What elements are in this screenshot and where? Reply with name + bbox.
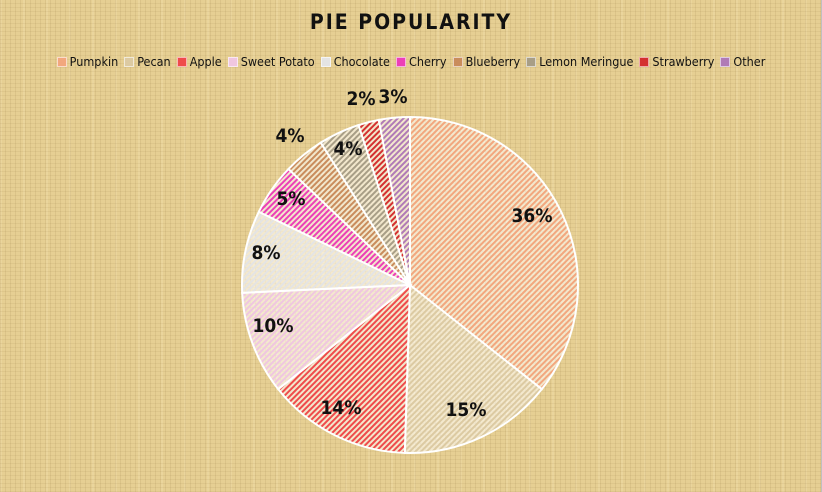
legend-item-blueberry: Blueberry [452,54,521,69]
legend-item-cherry: Cherry [395,54,447,69]
legend-item-lemon-meringue: Lemon Meringue [526,54,633,69]
pie-slice-apple[interactable] [276,282,412,454]
legend-label: Sweet Potato [240,54,315,69]
legend-label: Pumpkin [69,54,119,69]
legend-item-apple: Apple [176,54,222,69]
legend-item-strawberry: Strawberry [639,54,714,69]
legend: Pumpkin Pecan Apple Sweet Potato Chocolate Ch… [0,54,822,69]
data-label-lemon-meringue: 4% [333,138,362,160]
legend-swatch [720,56,731,67]
legend-label: Pecan [137,54,171,69]
legend-label: Chocolate [333,54,390,69]
data-label-pecan: 15% [446,399,487,421]
legend-swatch [227,56,238,67]
legend-label: Other [733,54,766,69]
data-label-strawberry: 2% [346,88,375,110]
pie-slice-pumpkin[interactable] [409,115,579,391]
legend-label: Apple [189,54,222,69]
pie-slice-pecan[interactable] [403,282,544,454]
legend-label: Lemon Meringue [539,54,634,69]
legend-item-pumpkin: Pumpkin [56,54,119,69]
legend-label: Blueberry [465,54,521,69]
legend-item-other: Other [720,54,765,69]
data-label-cherry: 5% [276,188,305,210]
data-label-chocolate: 8% [251,242,280,264]
legend-swatch [452,56,463,67]
legend-swatch [124,56,135,67]
pie-slice-other[interactable] [377,115,411,286]
legend-item-chocolate: Chocolate [320,54,390,69]
legend-swatch [176,56,187,67]
legend-label: Cherry [408,54,447,69]
data-label-blueberry: 4% [275,125,304,147]
data-label-other: 3% [378,86,407,108]
legend-swatch [395,56,406,67]
chart-title: PIE POPULARITY [309,10,513,34]
data-label-sweet-potato: 10% [253,315,294,337]
legend-item-sweet-potato: Sweet Potato [227,54,315,69]
legend-item-pecan: Pecan [124,54,171,69]
legend-swatch [639,56,650,67]
legend-swatch [526,56,537,67]
legend-swatch [56,56,67,67]
data-label-apple: 14% [321,397,362,419]
legend-swatch [320,56,331,67]
pie-slice-sweet-potato[interactable] [241,283,414,391]
data-label-pumpkin: 36% [512,205,553,227]
legend-label: Strawberry [652,54,715,69]
